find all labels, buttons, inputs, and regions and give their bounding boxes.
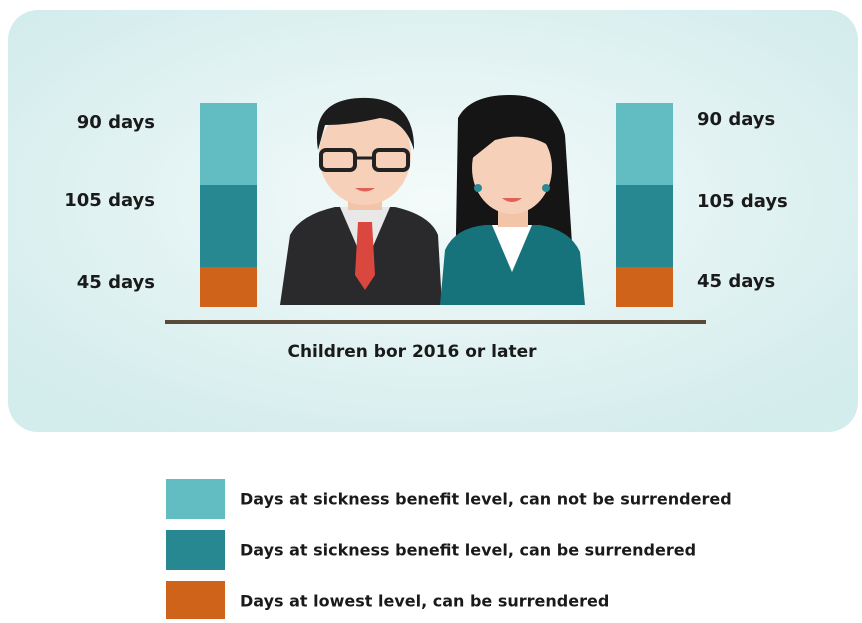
day-label: 90 days (77, 112, 155, 133)
bar-segment (616, 267, 673, 307)
day-label: 90 days (697, 109, 775, 130)
legend-label: Days at lowest level, can be surrendered (240, 592, 609, 611)
bar-segment (616, 103, 673, 185)
bar-segment (616, 185, 673, 267)
caption: Children bor 2016 or later (287, 342, 537, 362)
legend-swatch (166, 530, 225, 570)
legend-label: Days at sickness benefit level, can not … (240, 490, 732, 509)
day-label: 45 days (77, 272, 155, 293)
day-label: 105 days (64, 190, 155, 211)
man-illustration (280, 97, 442, 305)
bar-segment (200, 103, 257, 185)
bar-segment (200, 267, 257, 307)
legend-label: Days at sickness benefit level, can be s… (240, 541, 696, 560)
woman-illustration (440, 95, 585, 305)
day-label: 45 days (697, 271, 775, 292)
legend-swatch (166, 581, 225, 621)
bar-segment (200, 185, 257, 267)
panel (8, 10, 858, 432)
day-label: 105 days (697, 191, 788, 212)
legend-swatch (166, 479, 225, 519)
